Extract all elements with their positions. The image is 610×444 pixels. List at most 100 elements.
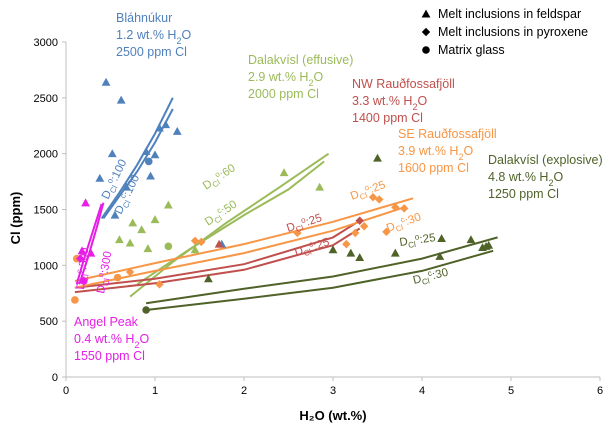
group-label: 1400 ppm Cl (352, 111, 423, 125)
model-curve (75, 203, 103, 285)
x-tick-label: 3 (330, 385, 336, 397)
data-point (190, 236, 200, 245)
data-point (190, 245, 200, 254)
data-point (144, 157, 153, 166)
model-curve (74, 206, 405, 289)
data-point (115, 235, 124, 244)
group-label: Dalakvísl (effusive) (248, 53, 353, 67)
data-point (125, 238, 135, 247)
data-point (146, 171, 155, 180)
model-curve (129, 152, 330, 298)
data-point (368, 193, 378, 202)
y-tick-label: 1500 (34, 205, 58, 217)
data-point (86, 248, 96, 257)
x-tick-label: 6 (597, 385, 603, 397)
data-point (77, 246, 87, 255)
legend-label: Melt inclusions in pyroxene (438, 25, 588, 39)
curve-label: DClo:300 (93, 250, 116, 295)
x-tick-label: 1 (152, 385, 158, 397)
data-point (163, 200, 173, 209)
group-label: 1.2 wt.% H2O (116, 28, 191, 46)
group-label: 1600 ppm Cl (398, 161, 469, 175)
y-tick-label: 500 (40, 316, 58, 328)
group-label: Bláhnúkur (116, 11, 172, 25)
data-point (328, 245, 338, 254)
data-point (76, 254, 85, 263)
data-point (375, 195, 384, 204)
data-point (400, 204, 409, 213)
curve-label: DClo:60 (200, 161, 239, 195)
data-point (172, 126, 182, 135)
legend-label: Matrix glass (438, 43, 505, 57)
data-point (161, 120, 171, 129)
data-point (137, 225, 147, 234)
model-curve (74, 219, 361, 289)
group-label: 2.9 wt.% H2O (248, 70, 323, 88)
y-axis-label: Cl (ppm) (8, 192, 23, 245)
curve-label: DClc:30 (384, 209, 423, 236)
group-label: 2500 ppm Cl (116, 45, 187, 59)
y-tick-label: 3000 (34, 37, 58, 49)
data-point (279, 168, 289, 177)
data-point (359, 222, 369, 231)
legend-marker (421, 27, 431, 37)
data-point (81, 198, 90, 207)
data-point (484, 240, 494, 249)
curve-label: DClo:25 (348, 177, 388, 204)
legend-marker (421, 9, 431, 18)
y-tick-label: 1000 (34, 260, 58, 272)
x-axis-label: H₂O (wt.%) (299, 408, 366, 423)
data-point (110, 210, 120, 219)
data-point (390, 248, 400, 257)
data-point (435, 252, 445, 260)
curve-label: DClo:25 (398, 230, 436, 251)
x-tick-label: 4 (419, 385, 425, 397)
group-label: 1550 ppm Cl (74, 349, 145, 363)
data-points (71, 77, 494, 314)
data-point (164, 242, 173, 251)
data-point (80, 277, 88, 285)
x-tick-label: 2 (241, 385, 247, 397)
legend-label: Melt inclusions in feldspar (438, 7, 581, 21)
data-point (315, 182, 325, 191)
data-point (437, 234, 446, 243)
data-point (107, 149, 117, 158)
data-point (101, 77, 111, 86)
data-point (355, 216, 364, 225)
group-label: 1250 ppm Cl (488, 187, 559, 201)
y-tick-label: 0 (52, 372, 58, 384)
legend: Melt inclusions in feldspar Melt inclusio… (421, 7, 588, 57)
data-point (150, 150, 160, 159)
data-point (391, 203, 400, 212)
group-label: SE Rauðfossafjöll (398, 127, 497, 141)
group-label: 4.8 wt.% H2O (488, 170, 563, 188)
y-tick-label: 2500 (34, 93, 58, 105)
data-point (214, 239, 224, 248)
data-point (141, 147, 151, 155)
data-point (293, 228, 302, 238)
model-curve (74, 227, 361, 294)
data-point (122, 182, 131, 191)
data-point (342, 239, 351, 249)
group-label: 2000 ppm Cl (248, 87, 319, 101)
data-point (150, 215, 160, 224)
data-point (116, 95, 126, 104)
group-label: Angel Peak (74, 315, 139, 329)
group-label: Dalakvísl (explosive) (488, 153, 603, 167)
model-curve (100, 97, 174, 219)
curve-label: DClc:300 (73, 247, 93, 291)
x-tick-label: 0 (63, 385, 69, 397)
model-curve (136, 160, 325, 286)
model-curve (145, 249, 494, 311)
y-tick-label: 2000 (34, 149, 58, 161)
curve-label: DClc:25 (293, 234, 332, 260)
model-curve (145, 236, 498, 305)
group-label: 3.3 wt.% H2O (352, 94, 427, 112)
data-point (71, 296, 79, 304)
data-point (373, 153, 382, 162)
data-point (155, 123, 164, 132)
data-point (466, 235, 476, 244)
data-point (155, 280, 164, 289)
